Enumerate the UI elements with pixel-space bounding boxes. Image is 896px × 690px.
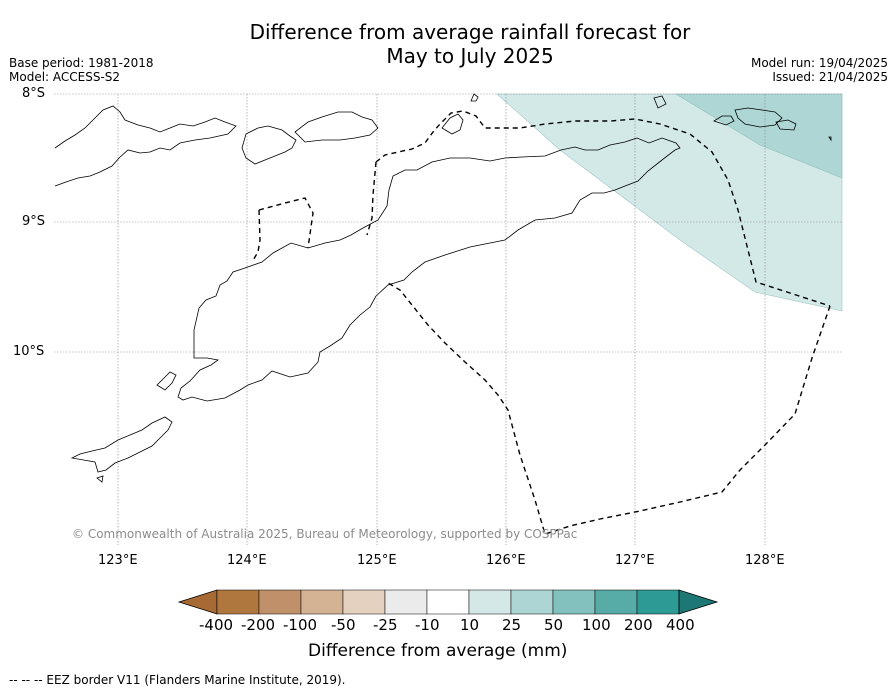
model-run-label: Model run: 19/04/2025 bbox=[750, 56, 888, 70]
lon-label-123e: 123°E bbox=[98, 553, 138, 568]
colorbar-swatch bbox=[552, 589, 596, 615]
colorbar-tick-label: 25 bbox=[502, 616, 522, 634]
colorbar bbox=[177, 589, 719, 615]
lon-label-128e: 128°E bbox=[745, 553, 785, 568]
eez-border-timor-west bbox=[366, 161, 377, 236]
model-label: Model: ACCESS-S2 bbox=[9, 70, 121, 84]
colorbar-swatch bbox=[216, 589, 260, 615]
issued-label: Issued: 21/04/2025 bbox=[772, 70, 888, 84]
lat-label-9s: 9°S bbox=[22, 214, 46, 229]
colorbar-tick-label: 50 bbox=[544, 616, 564, 634]
lat-label-8s: 8°S bbox=[22, 86, 46, 101]
colorbar-swatch bbox=[300, 589, 344, 615]
lat-label-10s: 10°S bbox=[13, 344, 45, 359]
coastline-alor bbox=[241, 125, 297, 165]
colorbar-swatch bbox=[384, 589, 428, 615]
coastline-sumba bbox=[70, 416, 173, 473]
colorbar-arrow-low bbox=[177, 589, 218, 615]
gridlines bbox=[54, 93, 842, 545]
lon-label-126e: 126°E bbox=[486, 553, 526, 568]
eez-border-oecusse-west bbox=[251, 209, 261, 263]
coastline-islet-2 bbox=[96, 475, 104, 483]
colorbar-tick-label: -25 bbox=[373, 616, 398, 634]
coastline-timor bbox=[177, 137, 681, 402]
colorbar-tick-label: 400 bbox=[666, 616, 695, 634]
colorbar-swatch bbox=[636, 589, 680, 615]
coastlines bbox=[54, 93, 832, 483]
coastline-babar bbox=[653, 95, 667, 109]
eez-borders bbox=[251, 110, 831, 535]
colorbar-tick-label: 200 bbox=[624, 616, 653, 634]
lon-label-124e: 124°E bbox=[227, 553, 267, 568]
colorbar-swatch bbox=[510, 589, 554, 615]
colorbar-tick-label: 10 bbox=[460, 616, 480, 634]
colorbar-tick-label: -400 bbox=[199, 616, 234, 634]
eez-border-south bbox=[387, 282, 831, 535]
colorbar-tick-label: 100 bbox=[582, 616, 611, 634]
coastline-semau bbox=[156, 371, 177, 391]
coastline-leti bbox=[713, 115, 735, 126]
eez-border-north bbox=[375, 110, 831, 307]
colorbar-swatch bbox=[468, 589, 512, 615]
eez-legend-note: -- -- -- EEZ border V11 (Flanders Marine… bbox=[9, 673, 346, 687]
coastline-wetar bbox=[294, 111, 379, 143]
colorbar-tick-label: -10 bbox=[415, 616, 440, 634]
colorbar-swatch bbox=[342, 589, 386, 615]
colorbar-tick-label: -200 bbox=[241, 616, 276, 634]
coastline-islet-3 bbox=[828, 136, 832, 142]
copyright-notice: © Commonwealth of Australia 2025, Bureau… bbox=[72, 527, 578, 541]
eez-border-oecusse bbox=[258, 197, 314, 249]
colorbar-arrow-high bbox=[678, 589, 719, 615]
colorbar-swatch bbox=[258, 589, 302, 615]
colorbar-tick-label: -50 bbox=[331, 616, 356, 634]
base-period-label: Base period: 1981-2018 bbox=[9, 56, 154, 70]
colorbar-swatch bbox=[426, 589, 470, 615]
lon-label-127e: 127°E bbox=[615, 553, 655, 568]
coastline-atauro bbox=[441, 113, 464, 135]
coastline-lakor bbox=[775, 119, 797, 131]
coastline-flores bbox=[54, 105, 237, 187]
coastline-islet-1 bbox=[470, 93, 479, 102]
lon-label-125e: 125°E bbox=[357, 553, 397, 568]
colorbar-tick-label: -100 bbox=[283, 616, 318, 634]
colorbar-title: Difference from average (mm) bbox=[308, 641, 568, 661]
colorbar-swatch bbox=[594, 589, 638, 615]
chart-title-line-2: May to July 2025 bbox=[386, 44, 554, 68]
chart-title-line-1: Difference from average rainfall forecas… bbox=[249, 20, 691, 44]
